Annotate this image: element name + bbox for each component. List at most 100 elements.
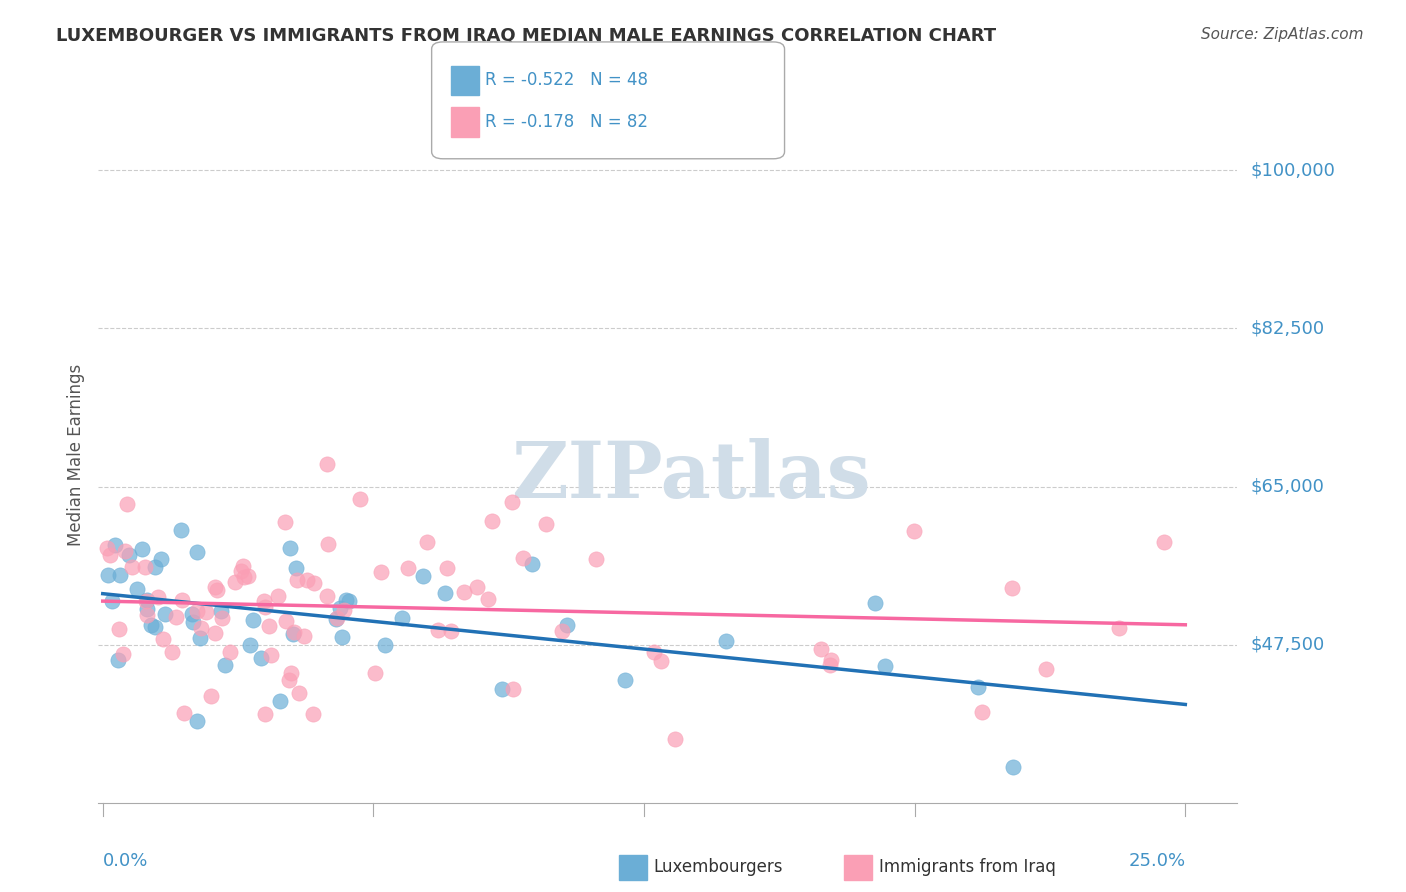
Point (205, 583, 228, 598)
Point (186, 545, 208, 559)
Point (254, 599, 277, 614)
Point (141, 618, 163, 632)
Text: ZIPatlas: ZIPatlas (510, 438, 870, 514)
Point (134, 559, 156, 574)
Point (169, 523, 191, 537)
Point (160, 645, 183, 659)
Point (555, 618, 578, 632)
Point (1153, 534, 1175, 549)
Point (96, 541, 118, 555)
Point (716, 634, 738, 648)
Point (335, 592, 357, 607)
Point (121, 559, 143, 574)
Point (269, 694, 291, 708)
Point (370, 565, 392, 579)
Point (204, 580, 226, 594)
Point (136, 607, 159, 622)
Point (112, 647, 135, 661)
Point (810, 642, 832, 657)
Point (650, 654, 672, 668)
Point (302, 576, 325, 591)
Point (326, 611, 349, 625)
Point (280, 541, 302, 555)
Point (491, 681, 513, 696)
Point (101, 594, 124, 608)
Text: $65,000: $65,000 (1250, 477, 1324, 496)
Point (283, 627, 305, 641)
Text: R = -0.522   N = 48: R = -0.522 N = 48 (485, 71, 648, 89)
Point (1035, 662, 1057, 676)
Point (818, 657, 841, 672)
Point (865, 596, 887, 610)
Point (285, 573, 308, 587)
Point (253, 593, 276, 607)
Point (333, 602, 356, 616)
Point (440, 624, 463, 639)
Point (481, 514, 503, 528)
Point (181, 607, 204, 621)
Point (232, 558, 254, 573)
Point (131, 541, 153, 556)
Point (614, 673, 637, 687)
Point (266, 589, 288, 603)
Point (585, 551, 607, 566)
Point (426, 623, 449, 637)
Point (108, 622, 131, 636)
Point (297, 574, 319, 588)
Point (173, 706, 195, 720)
Point (1108, 621, 1130, 635)
Text: 25.0%: 25.0% (1128, 853, 1185, 871)
Point (186, 605, 208, 619)
Point (292, 628, 315, 642)
Point (145, 560, 167, 574)
Point (118, 548, 141, 562)
Point (374, 638, 396, 652)
Point (188, 631, 211, 645)
Point (873, 659, 896, 673)
Point (153, 607, 176, 622)
Point (239, 638, 262, 652)
Point (316, 537, 339, 551)
Point (436, 561, 458, 575)
Point (104, 538, 127, 552)
Point (280, 665, 302, 680)
Point (502, 681, 524, 696)
Point (125, 582, 148, 597)
Point (301, 707, 323, 722)
Text: Immigrants from Iraq: Immigrants from Iraq (879, 858, 1056, 876)
Point (396, 560, 419, 574)
Point (236, 568, 259, 582)
Point (1002, 759, 1025, 773)
Point (211, 611, 233, 625)
Point (520, 558, 543, 572)
Point (512, 550, 534, 565)
Point (288, 686, 311, 700)
Text: Source: ZipAtlas.com: Source: ZipAtlas.com (1201, 27, 1364, 42)
Text: Luxembourgers: Luxembourgers (654, 858, 783, 876)
Point (903, 524, 925, 538)
Point (433, 586, 456, 600)
Point (224, 575, 246, 590)
Text: LUXEMBOURGER VS IMMIGRANTS FROM IRAQ MEDIAN MALE EARNINGS CORRELATION CHART: LUXEMBOURGER VS IMMIGRANTS FROM IRAQ MED… (56, 27, 997, 45)
Point (115, 497, 138, 511)
Text: $47,500: $47,500 (1250, 636, 1324, 654)
Point (204, 626, 226, 640)
Point (536, 516, 558, 531)
Point (477, 591, 499, 606)
Point (190, 621, 212, 635)
Y-axis label: Median Male Earnings: Median Male Earnings (66, 364, 84, 546)
Point (135, 601, 157, 615)
Point (165, 610, 187, 624)
Point (1000, 581, 1022, 595)
Point (664, 731, 686, 746)
Point (283, 625, 305, 640)
Text: $82,500: $82,500 (1250, 319, 1324, 337)
Point (97, 567, 120, 582)
Point (643, 645, 665, 659)
Point (416, 535, 439, 549)
Point (229, 564, 252, 578)
Point (100, 548, 122, 562)
Point (110, 568, 132, 582)
Point (254, 706, 277, 721)
Point (274, 614, 297, 628)
